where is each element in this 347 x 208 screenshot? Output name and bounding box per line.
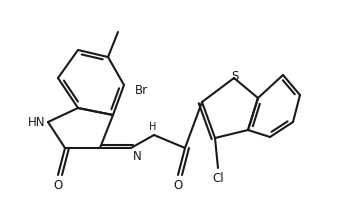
Text: HN: HN (27, 115, 45, 129)
Text: N: N (133, 150, 142, 163)
Text: H: H (149, 122, 157, 132)
Text: O: O (53, 179, 62, 192)
Text: S: S (231, 71, 239, 83)
Text: O: O (174, 179, 183, 192)
Text: Cl: Cl (212, 172, 224, 185)
Text: Br: Br (135, 83, 148, 97)
